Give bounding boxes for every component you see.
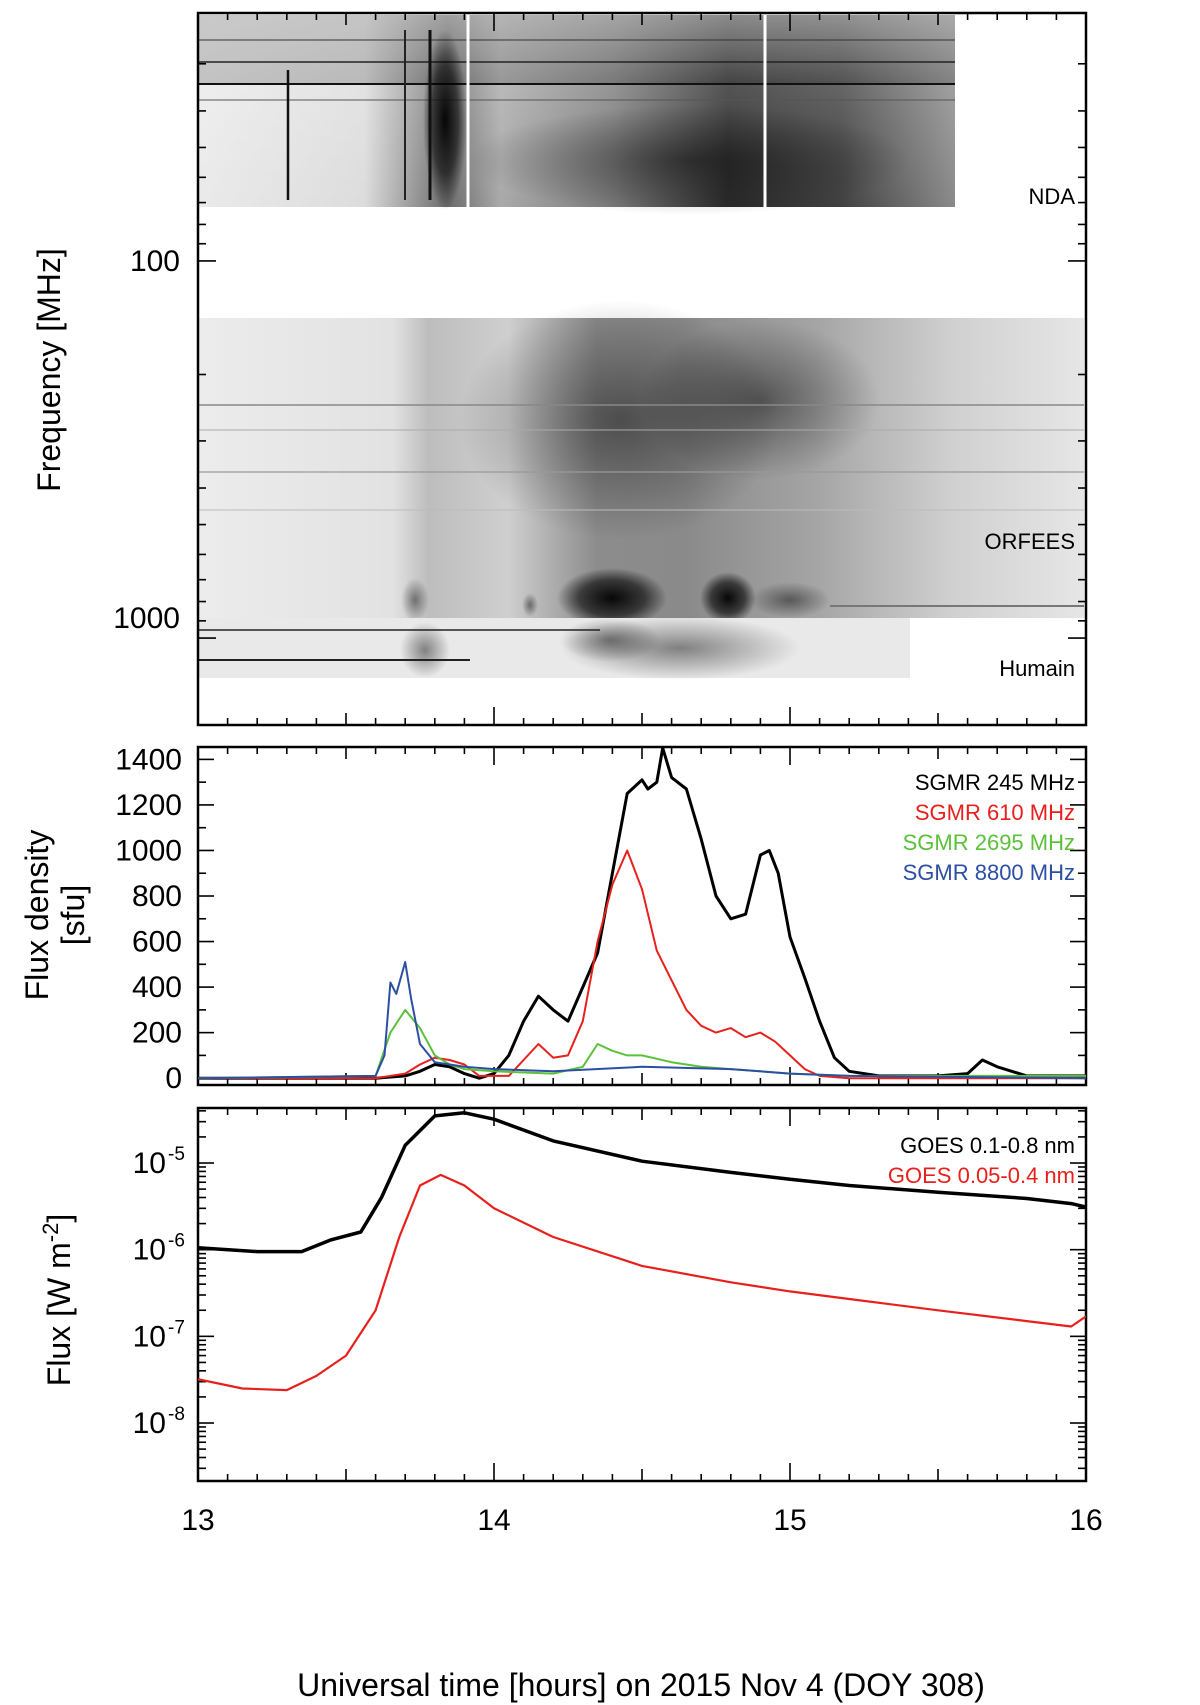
legend-entry: SGMR 610 MHz xyxy=(915,800,1075,825)
spectrum-ticks xyxy=(197,13,1087,725)
goes-tick-labels: 10-810-710-610-5 xyxy=(133,1144,185,1440)
series-line xyxy=(198,1111,1086,1254)
goes-ylabel: Flux [W m-2] xyxy=(38,1214,77,1386)
x-tick-labels: 13 14 15 16 xyxy=(181,1504,1102,1537)
y-tick-exponent: -6 xyxy=(168,1231,185,1252)
y-tick-label: 10 xyxy=(133,1320,166,1353)
x-tick-label: 15 xyxy=(773,1504,806,1537)
y-tick-exponent: -8 xyxy=(168,1404,185,1425)
y-tick-label: 200 xyxy=(132,1017,182,1050)
flux-density-legend: SGMR 245 MHz SGMR 610 MHz SGMR 2695 MHz SGM… xyxy=(903,770,1075,885)
humain-label: Humain xyxy=(999,656,1075,681)
legend-entry: SGMR 8800 MHz xyxy=(903,860,1075,885)
x-tick-label: 13 xyxy=(181,1504,214,1537)
y-tick-label: 600 xyxy=(132,926,182,959)
orfees-label: ORFEES xyxy=(985,529,1075,554)
x-tick-label: 14 xyxy=(477,1504,510,1537)
flux-density-ticks xyxy=(197,747,1087,1085)
flux-density-series xyxy=(198,748,1086,1080)
y-tick-exponent: -7 xyxy=(168,1317,185,1338)
goes-series xyxy=(198,1111,1086,1392)
series-line xyxy=(198,1008,1086,1080)
flux-density-tick-labels: 0 200 400 600 800 1000 1200 1400 xyxy=(115,743,182,1095)
nda-spectrum xyxy=(198,15,955,215)
nda-label: NDA xyxy=(1029,184,1076,209)
y-tick-label: 10 xyxy=(133,1407,166,1440)
series-line xyxy=(198,961,1086,1080)
orfees-spectrum xyxy=(198,300,1084,628)
flux-density-frame xyxy=(196,745,1088,1087)
y-tick-label: 1000 xyxy=(115,834,182,867)
legend-entry: SGMR 2695 MHz xyxy=(903,830,1075,855)
spectrum-panel: NDA ORFEES Humain 100 1000 Frequency [MH… xyxy=(31,11,1088,727)
x-axis-label: Universal time [hours] on 2015 Nov 4 (DO… xyxy=(297,1667,985,1703)
spectrum-ylabel: Frequency [MHz] xyxy=(31,248,67,492)
series-line xyxy=(198,849,1086,1080)
y-tick-label: 1400 xyxy=(115,743,182,776)
flux-density-ylabel-line1: Flux density xyxy=(19,830,55,1001)
y-tick-label: 800 xyxy=(132,880,182,913)
y-tick-label: 10 xyxy=(133,1147,166,1180)
y-tick-label-100: 100 xyxy=(130,245,180,278)
y-tick-label: 400 xyxy=(132,971,182,1004)
legend-entry: SGMR 245 MHz xyxy=(915,770,1075,795)
goes-legend: GOES 0.1-0.8 nm GOES 0.05-0.4 nm xyxy=(888,1133,1075,1188)
y-tick-label: 0 xyxy=(165,1062,182,1095)
y-tick-label: 10 xyxy=(133,1234,166,1267)
legend-entry: GOES 0.1-0.8 nm xyxy=(900,1133,1075,1158)
y-tick-label: 1200 xyxy=(115,789,182,822)
y-tick-exponent: -5 xyxy=(168,1144,185,1165)
series-line xyxy=(198,748,1086,1080)
humain-spectrum xyxy=(198,616,910,680)
legend-entry: GOES 0.05-0.4 nm xyxy=(888,1163,1075,1188)
flux-density-ylabel-line2: [sfu] xyxy=(55,885,91,945)
x-tick-label: 16 xyxy=(1069,1504,1102,1537)
y-tick-label-1000: 1000 xyxy=(113,602,180,635)
series-line xyxy=(198,1173,1086,1392)
